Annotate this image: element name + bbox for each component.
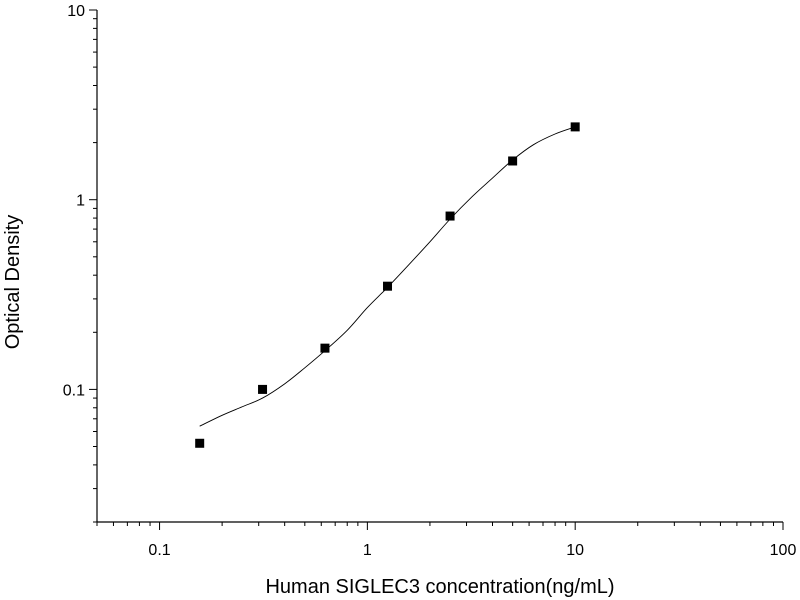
data-point	[195, 438, 205, 448]
axes	[96, 10, 783, 523]
data-point	[258, 384, 268, 394]
data-point	[445, 211, 455, 221]
data-point	[508, 156, 518, 166]
y-tick-label: 1	[76, 193, 85, 210]
x-tick-label: 0.1	[148, 542, 170, 559]
x-axis-ticks: 0.1 1 10 100	[96, 522, 797, 559]
fit-curve	[199, 126, 576, 427]
x-axis-label: Human SIGLEC3 concentration(ng/mL)	[265, 576, 614, 598]
data-point	[383, 281, 393, 291]
y-axis-ticks: 0.1 1 10	[63, 3, 97, 523]
y-axis-label: Optical Density	[2, 215, 24, 350]
data-point	[570, 122, 580, 132]
y-tick-label: 10	[67, 3, 85, 20]
data-points	[195, 122, 580, 448]
x-tick-label: 1	[363, 542, 372, 559]
data-point	[320, 343, 330, 353]
y-tick-label: 0.1	[63, 382, 85, 399]
x-tick-label: 100	[770, 542, 797, 559]
x-tick-label: 10	[566, 542, 584, 559]
